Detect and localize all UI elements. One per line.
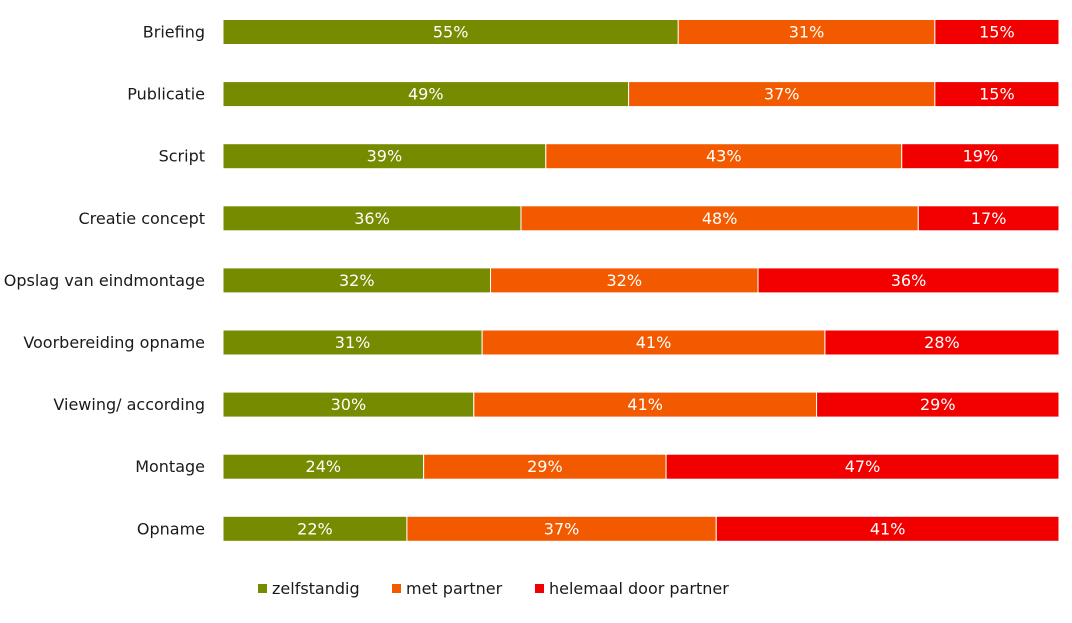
value-label-creatie-concept-zelfstandig: 36% (354, 209, 390, 228)
bar-creatie-concept-zelfstandig (222, 205, 522, 232)
bar-briefing-helemaal-door-partner (934, 19, 1060, 45)
bar-opslag-van-eindmontage-met-partner (490, 267, 759, 294)
value-label-voorbereiding-opname-helemaal-door-partner: 28% (924, 333, 960, 352)
bar-opname-helemaal-door-partner (715, 515, 1060, 542)
category-label-creatie-concept: Creatie concept (79, 209, 206, 228)
value-label-voorbereiding-opname-met-partner: 41% (636, 333, 672, 352)
legend-label-helemaal-door-partner: helemaal door partner (549, 579, 729, 598)
bar-viewing-according-zelfstandig (222, 391, 475, 418)
bar-publicatie-met-partner (628, 81, 936, 108)
value-label-voorbereiding-opname-zelfstandig: 31% (335, 333, 371, 352)
value-label-publicatie-met-partner: 37% (764, 85, 800, 104)
bar-opname-zelfstandig (222, 515, 408, 542)
legend-swatch-helemaal-door-partner (535, 584, 544, 593)
bar-opslag-van-eindmontage-helemaal-door-partner (757, 267, 1060, 294)
value-label-montage-zelfstandig: 24% (306, 457, 342, 476)
category-label-briefing: Briefing (143, 23, 205, 42)
value-label-publicatie-helemaal-door-partner: 15% (979, 85, 1015, 104)
value-label-creatie-concept-helemaal-door-partner: 17% (971, 209, 1007, 228)
bar-script-helemaal-door-partner (901, 143, 1060, 170)
bar-montage-met-partner (423, 453, 667, 480)
value-label-opslag-van-eindmontage-met-partner: 32% (606, 271, 642, 290)
value-label-script-met-partner: 43% (706, 147, 742, 166)
value-label-creatie-concept-met-partner: 48% (702, 209, 738, 228)
value-label-script-zelfstandig: 39% (367, 147, 403, 166)
value-label-briefing-zelfstandig: 55% (433, 23, 469, 42)
bar-script-met-partner (545, 143, 903, 170)
value-label-opslag-van-eindmontage-helemaal-door-partner: 36% (891, 271, 927, 290)
value-label-briefing-helemaal-door-partner: 15% (979, 23, 1015, 42)
value-label-viewing-according-helemaal-door-partner: 29% (920, 395, 956, 414)
category-label-publicatie: Publicatie (127, 85, 205, 104)
bar-publicatie-helemaal-door-partner (934, 81, 1060, 108)
category-label-montage: Montage (135, 457, 205, 476)
value-label-viewing-according-met-partner: 41% (627, 395, 663, 414)
bar-viewing-according-helemaal-door-partner (816, 391, 1060, 418)
value-label-opslag-van-eindmontage-zelfstandig: 32% (339, 271, 375, 290)
category-label-viewing-according: Viewing/ according (53, 395, 205, 414)
category-label-script: Script (159, 147, 205, 166)
bar-montage-helemaal-door-partner (665, 453, 1060, 480)
legend-label-zelfstandig: zelfstandig (272, 579, 360, 598)
bar-script-zelfstandig (222, 143, 547, 170)
category-label-voorbereiding-opname: Voorbereiding opname (23, 333, 205, 352)
bar-montage-zelfstandig (222, 453, 425, 480)
bar-briefing-met-partner (677, 19, 936, 45)
value-label-viewing-according-zelfstandig: 30% (331, 395, 367, 414)
value-label-montage-met-partner: 29% (527, 457, 563, 476)
value-label-briefing-met-partner: 31% (789, 23, 825, 42)
category-label-opslag-van-eindmontage: Opslag van eindmontage (4, 271, 205, 290)
legend-swatch-met-partner (392, 584, 401, 593)
value-label-opname-met-partner: 37% (544, 519, 580, 538)
bar-opslag-van-eindmontage-zelfstandig (222, 267, 492, 294)
legend-swatch-zelfstandig (258, 584, 267, 593)
value-label-montage-helemaal-door-partner: 47% (845, 457, 881, 476)
legend-label-met-partner: met partner (406, 579, 503, 598)
bar-briefing-zelfstandig (222, 19, 679, 45)
value-label-opname-zelfstandig: 22% (297, 519, 333, 538)
bar-voorbereiding-opname-helemaal-door-partner (824, 329, 1060, 356)
value-label-publicatie-zelfstandig: 49% (408, 85, 444, 104)
value-label-script-helemaal-door-partner: 19% (963, 147, 999, 166)
bar-viewing-according-met-partner (473, 391, 818, 418)
bar-creatie-concept-helemaal-door-partner (917, 205, 1060, 232)
bar-voorbereiding-opname-zelfstandig (222, 329, 483, 356)
value-label-opname-helemaal-door-partner: 41% (870, 519, 906, 538)
category-label-opname: Opname (137, 519, 205, 538)
bar-voorbereiding-opname-met-partner (481, 329, 826, 356)
